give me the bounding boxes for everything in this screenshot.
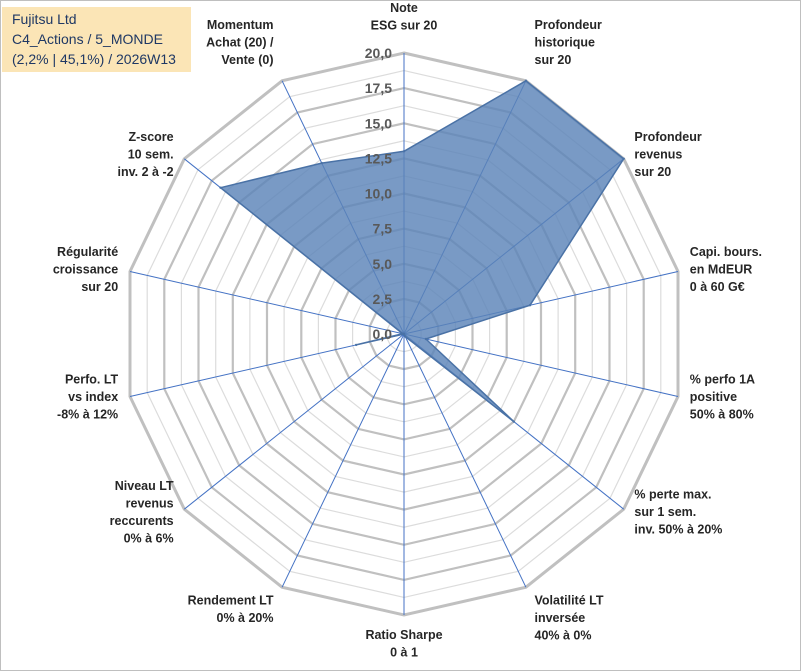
axis-labels: Note ESG sur 20 Profondeur historique sur 20… [53, 1, 762, 660]
axis-spoke-8 [281, 333, 405, 588]
axis-label-12: Z-score 10 sem. inv. 2 à -2 [118, 130, 174, 179]
tick-label: 2,5 [373, 291, 393, 307]
axis-label-line: sur 20 [634, 165, 671, 179]
axis-label-line: 10 sem. [128, 147, 174, 161]
tick-labels: 0,0 2,5 5,0 7,5 10,0 12,5 15,0 17,5 20,0 [365, 45, 392, 342]
axis-label-4: % perfo 1A positive 50% à 80% [690, 373, 755, 422]
axis-label-line: % perfo 1A [690, 373, 755, 387]
axis-label-line: inv. 2 à -2 [118, 165, 174, 179]
axis-label-line: historique [535, 35, 595, 49]
axis-label-3: Capi. bours. en MdEUR 0 à 60 G€ [690, 245, 762, 294]
data-point-13 [320, 161, 323, 165]
axis-label-7: Ratio Sharpe 0 à 1 [365, 628, 442, 660]
axis-label-line: reccurents [110, 514, 174, 528]
title-line-company: Fujitsu Ltd [12, 11, 77, 27]
title-line-category: C4_Actions / 5_MONDE [12, 31, 163, 47]
axis-label-line: sur 1 sem. [634, 505, 696, 519]
axis-label-2: Profondeur revenus sur 20 [634, 130, 701, 179]
axis-label-line: Achat (20) / [206, 35, 274, 49]
axis-label-line: sur 20 [81, 280, 118, 294]
axis-label-9: Niveau LT revenus reccurents 0% à 6% [110, 479, 174, 546]
axis-label-line: 50% à 80% [690, 408, 754, 422]
axis-label-line: revenus [126, 496, 174, 510]
axis-label-line: Profondeur [634, 130, 701, 144]
axis-label-5: % perte max. sur 1 sem. inv. 50% à 20% [634, 488, 722, 537]
axis-label-8: Rendement LT 0% à 20% [188, 594, 274, 626]
axis-label-line: inversée [535, 611, 586, 625]
data-point-0 [402, 150, 406, 153]
axis-label-line: vs index [68, 390, 118, 404]
data-point-6 [404, 335, 407, 338]
data-point-1 [524, 79, 528, 83]
data-point-3 [528, 304, 532, 307]
axis-label-line: 0% à 6% [124, 531, 174, 545]
axis-spoke-9 [183, 333, 405, 510]
axis-label-line: Niveau LT [115, 479, 174, 493]
axis-label-line: sur 20 [535, 53, 572, 67]
axis-label-line: Ratio Sharpe [365, 628, 442, 642]
axis-label-0: Note ESG sur 20 [371, 1, 438, 33]
tick-label: 0,0 [373, 326, 393, 342]
axis-label-line: Vente (0) [221, 53, 273, 67]
data-point-5 [512, 420, 515, 423]
axis-label-line: positive [690, 390, 737, 404]
axis-label-line: Volatilité LT [535, 594, 604, 608]
axis-label-line: revenus [634, 147, 682, 161]
axis-label-6: Volatilité LT inversée 40% à 0% [535, 594, 604, 643]
series-layer [218, 79, 625, 423]
axis-label-line: 0 à 1 [390, 646, 418, 660]
tick-label: 10,0 [365, 186, 392, 202]
title-line-stats: (2,2% | 45,1%) / 2026W13 [12, 51, 176, 67]
data-point-10 [354, 343, 358, 347]
axis-label-line: Momentum [207, 18, 274, 32]
axis-label-10: Perfo. LT vs index -8% à 12% [57, 373, 119, 422]
axis-spoke-4 [403, 333, 679, 397]
axis-label-line: Z-score [128, 130, 173, 144]
axis-label-line: Note [390, 1, 418, 15]
tick-label: 5,0 [373, 256, 393, 272]
data-point-4 [424, 337, 428, 341]
axis-label-line: 0 à 60 G€ [690, 280, 745, 294]
data-point-2 [622, 157, 625, 160]
axis-label-line: 0% à 20% [217, 611, 274, 625]
data-point-11 [401, 332, 404, 335]
axis-label-13: Momentum Achat (20) / Vente (0) [206, 18, 274, 67]
tick-label: 20,0 [365, 45, 392, 61]
axis-label-line: Régularité [57, 245, 118, 259]
axis-label-line: Perfo. LT [65, 373, 119, 387]
title-box: Fujitsu Ltd C4_Actions / 5_MONDE (2,2% |… [2, 7, 191, 72]
axis-label-line: en MdEUR [690, 262, 753, 276]
axis-spoke-6 [403, 333, 527, 588]
axis-label-line: Capi. bours. [690, 245, 762, 259]
tick-label: 7,5 [373, 221, 393, 237]
axis-label-line: -8% à 12% [57, 408, 118, 422]
axis-label-line: 40% à 0% [535, 629, 592, 643]
axis-label-1: Profondeur historique sur 20 [535, 18, 602, 67]
axis-label-11: Régularité croissance sur 20 [53, 245, 118, 294]
axis-spoke-11 [129, 271, 405, 335]
axis-label-line: croissance [53, 262, 118, 276]
data-point-12 [219, 186, 222, 189]
tick-label: 15,0 [365, 115, 392, 131]
axis-label-line: inv. 50% à 20% [634, 523, 722, 537]
axis-label-line: Rendement LT [188, 594, 274, 608]
axis-label-line: % perte max. [634, 488, 711, 502]
axis-label-line: Profondeur [535, 18, 602, 32]
tick-label: 17,5 [365, 80, 392, 96]
axis-label-line: ESG sur 20 [371, 19, 438, 33]
tick-label: 12,5 [365, 150, 392, 166]
